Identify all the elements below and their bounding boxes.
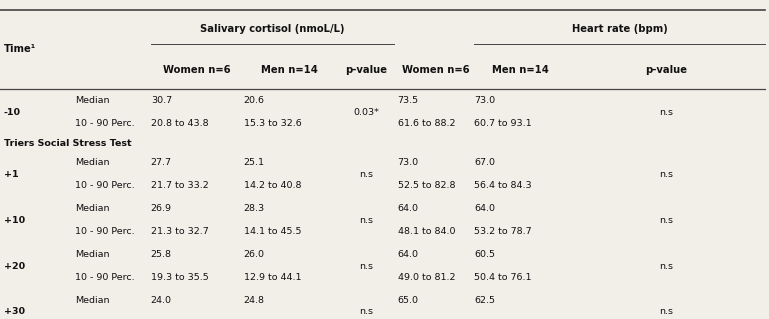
Text: n.s: n.s [659, 262, 673, 271]
Text: 64.0: 64.0 [398, 250, 418, 259]
Text: 64.0: 64.0 [474, 204, 495, 213]
Text: 20.8 to 43.8: 20.8 to 43.8 [151, 119, 208, 128]
Text: 65.0: 65.0 [398, 296, 418, 305]
Text: 73.0: 73.0 [474, 96, 495, 105]
Text: 24.0: 24.0 [151, 296, 171, 305]
Text: n.s: n.s [659, 108, 673, 117]
Text: Median: Median [75, 296, 110, 305]
Text: n.s: n.s [359, 308, 373, 316]
Text: 10 - 90 Perc.: 10 - 90 Perc. [75, 227, 135, 236]
Text: n.s: n.s [359, 170, 373, 179]
Text: 53.2 to 78.7: 53.2 to 78.7 [474, 227, 532, 236]
Text: 19.3 to 35.5: 19.3 to 35.5 [151, 273, 208, 282]
Text: Median: Median [75, 250, 110, 259]
Text: 60.5: 60.5 [474, 250, 495, 259]
Text: 10 - 90 Perc.: 10 - 90 Perc. [75, 181, 135, 190]
Text: 62.5: 62.5 [474, 296, 495, 305]
Text: Men n=14: Men n=14 [492, 65, 549, 75]
Text: Median: Median [75, 204, 110, 213]
Text: 28.3: 28.3 [244, 204, 265, 213]
Text: 14.1 to 45.5: 14.1 to 45.5 [244, 227, 301, 236]
Text: 52.5 to 82.8: 52.5 to 82.8 [398, 181, 455, 190]
Text: p-value: p-value [645, 65, 687, 75]
Text: Median: Median [75, 96, 110, 105]
Text: -10: -10 [4, 108, 21, 117]
Text: Triers Social Stress Test: Triers Social Stress Test [4, 139, 131, 148]
Text: 67.0: 67.0 [474, 158, 495, 167]
Text: 30.7: 30.7 [151, 96, 171, 105]
Text: +20: +20 [4, 262, 25, 271]
Text: 14.2 to 40.8: 14.2 to 40.8 [244, 181, 301, 190]
Text: Median: Median [75, 158, 110, 167]
Text: +1: +1 [4, 170, 18, 179]
Text: 12.9 to 44.1: 12.9 to 44.1 [244, 273, 301, 282]
Text: 25.1: 25.1 [244, 158, 265, 167]
Text: 26.0: 26.0 [244, 250, 265, 259]
Text: 26.9: 26.9 [151, 204, 171, 213]
Text: +30: +30 [4, 308, 25, 316]
Text: 60.7 to 93.1: 60.7 to 93.1 [474, 119, 532, 128]
Text: n.s: n.s [659, 170, 673, 179]
Text: Time¹: Time¹ [4, 44, 36, 55]
Text: n.s: n.s [359, 262, 373, 271]
Text: n.s: n.s [659, 308, 673, 316]
Text: 0.03*: 0.03* [353, 108, 379, 117]
Text: 25.8: 25.8 [151, 250, 171, 259]
Text: Women n=6: Women n=6 [402, 65, 470, 75]
Text: 48.1 to 84.0: 48.1 to 84.0 [398, 227, 455, 236]
Text: 73.0: 73.0 [398, 158, 418, 167]
Text: Heart rate (bpm): Heart rate (bpm) [572, 25, 667, 34]
Text: n.s: n.s [659, 216, 673, 225]
Text: Salivary cortisol (nmoL/L): Salivary cortisol (nmoL/L) [200, 25, 345, 34]
Text: 24.8: 24.8 [244, 296, 265, 305]
Text: 49.0 to 81.2: 49.0 to 81.2 [398, 273, 455, 282]
Text: 64.0: 64.0 [398, 204, 418, 213]
Text: 56.4 to 84.3: 56.4 to 84.3 [474, 181, 532, 190]
Text: 50.4 to 76.1: 50.4 to 76.1 [474, 273, 532, 282]
Text: 10 - 90 Perc.: 10 - 90 Perc. [75, 119, 135, 128]
Text: 15.3 to 32.6: 15.3 to 32.6 [244, 119, 301, 128]
Text: n.s: n.s [359, 216, 373, 225]
Text: 21.7 to 33.2: 21.7 to 33.2 [151, 181, 208, 190]
Text: +10: +10 [4, 216, 25, 225]
Text: 61.6 to 88.2: 61.6 to 88.2 [398, 119, 455, 128]
Text: 20.6: 20.6 [244, 96, 265, 105]
Text: 27.7: 27.7 [151, 158, 171, 167]
Text: 21.3 to 32.7: 21.3 to 32.7 [151, 227, 208, 236]
Text: p-value: p-value [345, 65, 387, 75]
Text: Men n=14: Men n=14 [261, 65, 318, 75]
Text: 73.5: 73.5 [398, 96, 418, 105]
Text: Women n=6: Women n=6 [164, 65, 231, 75]
Text: 10 - 90 Perc.: 10 - 90 Perc. [75, 273, 135, 282]
